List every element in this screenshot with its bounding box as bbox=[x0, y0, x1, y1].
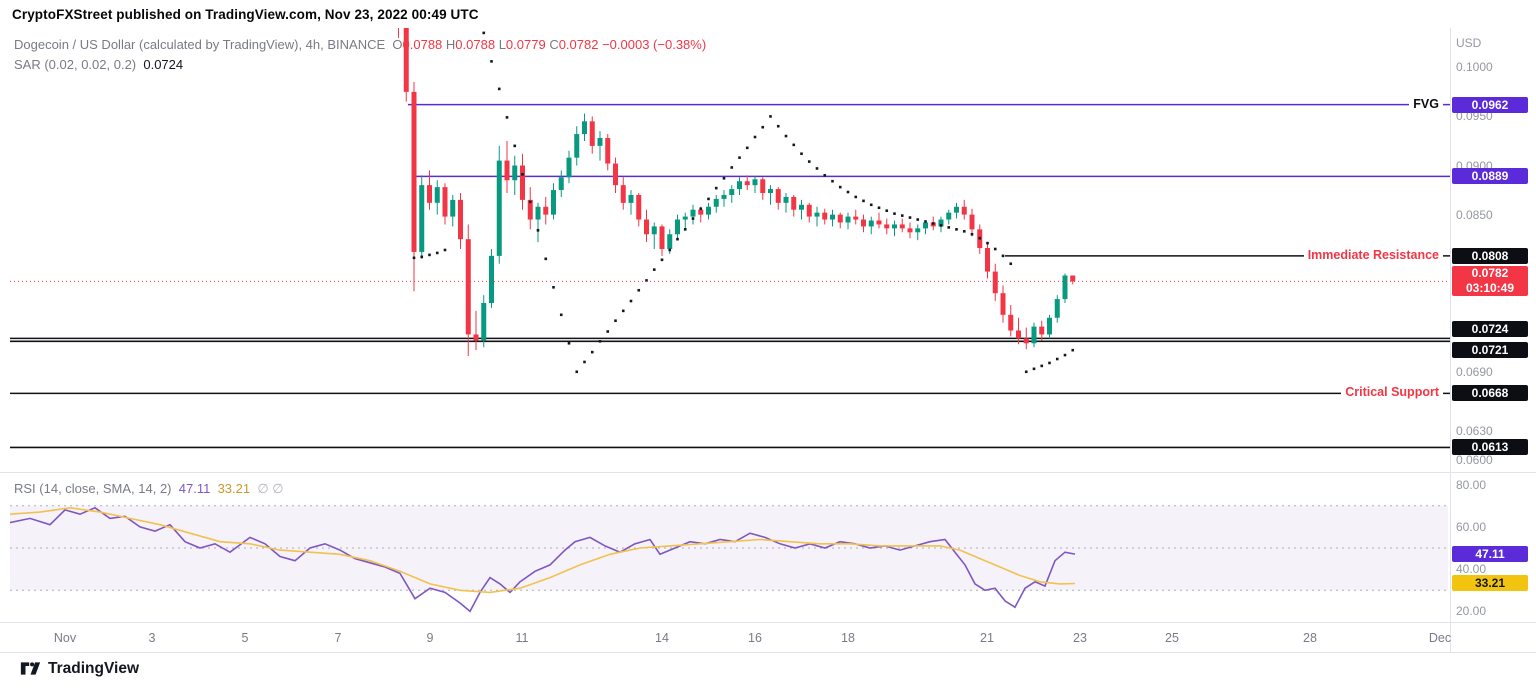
price-axis[interactable]: USD 0.1000 0.0950 0.0900 0.0850 0.0690 0.0630… bbox=[1450, 28, 1536, 652]
rsi-band bbox=[10, 505, 1448, 591]
rsi-legend: RSI (14, close, SMA, 14, 2) 47.11 33.21 … bbox=[14, 481, 284, 497]
ohlc-open-label: O bbox=[392, 37, 403, 52]
sar-series bbox=[412, 31, 1075, 374]
immediate-resistance-label[interactable]: Immediate Resistance bbox=[1303, 246, 1443, 264]
rsi-label[interactable]: RSI (14, close, SMA, 14, 2) bbox=[14, 481, 172, 496]
time-label-14: 14 bbox=[655, 631, 669, 645]
tradingview-logo-icon[interactable] bbox=[20, 658, 41, 679]
rsi-badge-33.21: 33.21 bbox=[1452, 575, 1528, 592]
rsi-tick-40.00: 40.00 bbox=[1456, 562, 1487, 577]
change-value: −0.0003 (−0.38%) bbox=[602, 37, 707, 52]
fvg-line-label[interactable]: FVG bbox=[1409, 95, 1443, 113]
time-label-Dec: Dec bbox=[1428, 631, 1452, 645]
rsi-tick-20.00: 20.00 bbox=[1456, 604, 1487, 619]
pane-separator[interactable] bbox=[0, 472, 1536, 473]
chart-legend: Dogecoin / US Dollar (calculated by Trad… bbox=[14, 35, 706, 75]
rsi-tick-80.00: 80.00 bbox=[1456, 477, 1487, 492]
rsi-ma-value: 33.21 bbox=[217, 481, 251, 496]
rsi-line bbox=[10, 506, 1076, 613]
ohlc-close-label: C bbox=[549, 37, 559, 52]
rsi-extra-values: ∅ ∅ bbox=[257, 481, 284, 496]
time-label-21: 21 bbox=[980, 631, 994, 645]
sar-value: 0.0724 bbox=[143, 57, 184, 72]
price-tick-0.0630: 0.0630 bbox=[1456, 423, 1493, 438]
axis-badge-0.0668: 0.0668 bbox=[1452, 385, 1528, 402]
price-tick-0.0690: 0.0690 bbox=[1456, 364, 1493, 379]
ohlc-high-value: 0.0788 bbox=[455, 37, 496, 52]
rsi-value: 47.11 bbox=[178, 481, 211, 496]
rsi-ma-line bbox=[10, 506, 1076, 594]
time-label-3: 3 bbox=[148, 631, 156, 645]
attribution-text: CryptoFXStreet published on TradingView.… bbox=[12, 6, 479, 22]
axis-badge-0.0724: 0.0724 bbox=[1452, 321, 1528, 338]
time-label-25: 25 bbox=[1165, 631, 1179, 645]
time-axis[interactable]: Nov 3 5 7 9 11 14 16 18 21 23 25 28 Dec bbox=[0, 622, 1452, 652]
time-label-18: 18 bbox=[841, 631, 855, 645]
time-label-5: 5 bbox=[241, 631, 249, 645]
axis-badge-0.0721: 0.0721 bbox=[1452, 342, 1528, 359]
footer: TradingView bbox=[20, 658, 139, 679]
price-tick-0.1000: 0.1000 bbox=[1456, 60, 1493, 75]
ohlc-low-label: L bbox=[498, 37, 506, 52]
time-label-16: 16 bbox=[748, 631, 762, 645]
time-axis-separator bbox=[0, 652, 1536, 653]
time-label-11: 11 bbox=[515, 631, 529, 645]
sar-label[interactable]: SAR (0.02, 0.02, 0.2) bbox=[14, 57, 137, 72]
axis-badge-0.0808: 0.0808 bbox=[1452, 247, 1528, 264]
rsi-plot bbox=[10, 506, 1076, 613]
ohlc-high-label: H bbox=[445, 37, 456, 52]
price-axis-separator bbox=[1450, 28, 1451, 652]
price-tick-0.0600: 0.0600 bbox=[1456, 453, 1493, 468]
ohlc-low-value: 0.0779 bbox=[505, 37, 546, 52]
rsi-bottom-separator bbox=[0, 622, 1536, 623]
attribution-bar: CryptoFXStreet published on TradingView.… bbox=[0, 0, 1536, 28]
tradingview-brand-text[interactable]: TradingView bbox=[48, 659, 140, 677]
legend-sar-row: SAR (0.02, 0.02, 0.2) 0.0724 bbox=[14, 55, 706, 75]
rsi-badge-47.11: 47.11 bbox=[1452, 546, 1528, 563]
price-tick-0.0850: 0.0850 bbox=[1456, 207, 1493, 222]
ohlc-open-value: 0.0788 bbox=[402, 37, 443, 52]
time-label-23: 23 bbox=[1073, 631, 1087, 645]
axis-currency-label: USD bbox=[1456, 36, 1482, 50]
ohlc-close-value: 0.0782 bbox=[558, 37, 599, 52]
time-label-7: 7 bbox=[334, 631, 342, 645]
axis-badge-0.0889: 0.0889 bbox=[1452, 168, 1528, 185]
rsi-tick-60.00: 60.00 bbox=[1456, 519, 1487, 534]
price-tick-0.0950: 0.0950 bbox=[1456, 109, 1493, 124]
time-label-9: 9 bbox=[426, 631, 434, 645]
candlestick-series[interactable] bbox=[381, 0, 1076, 357]
axis-badge-0.0782: 0.0782 03:10:49 bbox=[1452, 266, 1528, 297]
critical-support-label[interactable]: Critical Support bbox=[1341, 384, 1443, 402]
axis-badge-0.0962: 0.0962 bbox=[1452, 96, 1528, 113]
time-label-28: 28 bbox=[1303, 631, 1317, 645]
legend-symbol-row: Dogecoin / US Dollar (calculated by Trad… bbox=[14, 35, 706, 55]
symbol-title[interactable]: Dogecoin / US Dollar (calculated by Trad… bbox=[14, 37, 386, 52]
axis-badge-0.0613: 0.0613 bbox=[1452, 439, 1528, 456]
time-label-Nov: Nov bbox=[53, 631, 77, 645]
